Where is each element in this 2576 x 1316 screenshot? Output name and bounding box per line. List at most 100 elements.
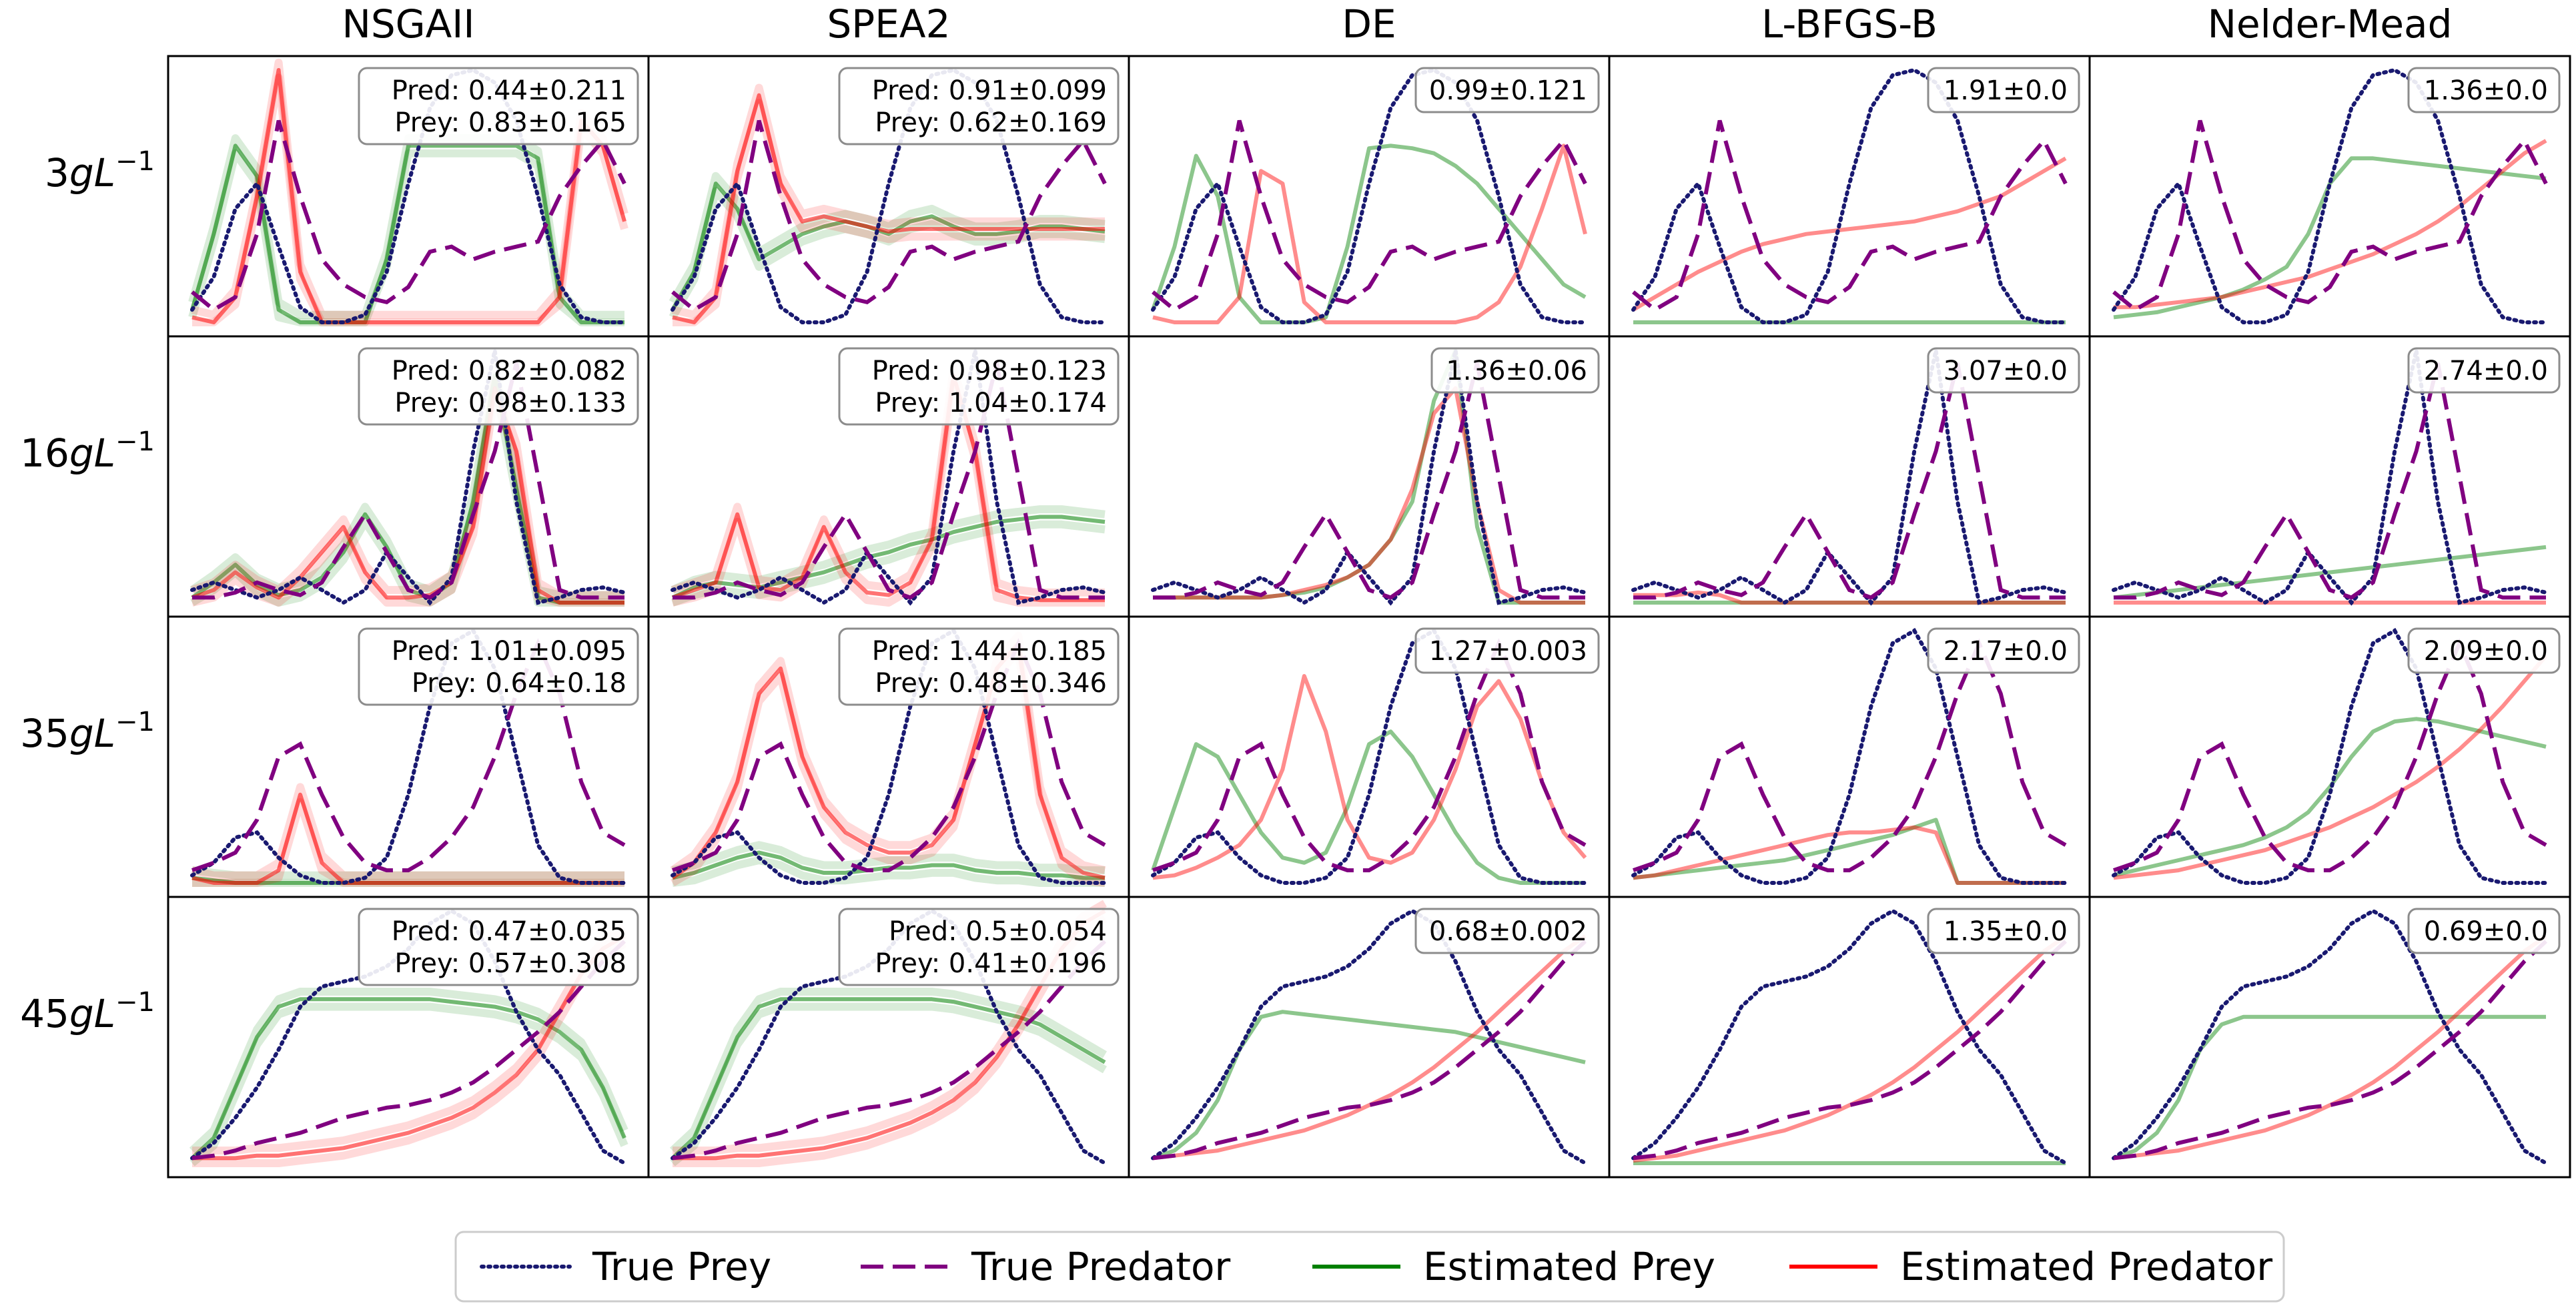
true-prey-line: [190, 350, 626, 606]
row-label-symbol: g: [69, 430, 94, 476]
true-prey-line: [671, 627, 1107, 885]
annotation-text: Prey: 0.48±0.346: [875, 668, 1107, 699]
column-title: NSGAII: [342, 1, 474, 47]
estimated-predator-line: [192, 934, 626, 1161]
annotation-box: [1927, 908, 2080, 954]
annotation-text: 1.91±0.0: [1944, 75, 2068, 106]
estimated-prey-line-ensemble: [670, 1002, 1108, 1167]
annotation-text: Prey: 0.83±0.165: [394, 107, 626, 138]
annotation-text: 3.07±0.0: [1944, 356, 2068, 386]
row-label-exponent: −1: [115, 707, 155, 737]
estimated-predator-line: [673, 909, 1106, 1161]
panel: [2112, 627, 2548, 885]
estimated-predator-line: [672, 93, 1105, 324]
annotation-text: Prey: 1.04±0.174: [875, 388, 1107, 418]
row-label-symbol: g: [69, 991, 94, 1036]
estimated-prey-line-ensemble: [669, 988, 1108, 1154]
annotation-box: [358, 908, 639, 986]
estimated-prey-line: [1633, 817, 2066, 885]
annotation-text: 2.09±0.0: [2424, 636, 2548, 667]
annotation-text: Prey: 0.57±0.308: [394, 948, 626, 979]
estimated-prey-line: [1151, 143, 1587, 324]
true-predator-line: [1633, 638, 2067, 873]
true-predator-line: [1152, 940, 1587, 1161]
true-prey-line: [1151, 627, 1587, 885]
estimated-predator-line: [2113, 654, 2548, 880]
true-predator-line: [1152, 638, 1587, 873]
annotation-text: Prey: 0.41±0.196: [875, 948, 1107, 979]
estimated-predator-line-ensemble: [671, 379, 1105, 607]
annotation-box: [1927, 627, 2080, 674]
true-prey-line: [1151, 908, 1587, 1165]
row-label-value: 35: [20, 711, 69, 756]
true-predator-line: [192, 362, 624, 600]
panel: [1151, 67, 1587, 324]
annotation-box: [1927, 347, 2080, 394]
estimated-prey-line: [1152, 1010, 1586, 1161]
estimated-predator-line: [1152, 143, 1587, 324]
row-label-exponent: −1: [115, 987, 155, 1018]
estimated-predator-line: [1632, 156, 2067, 312]
estimated-prey-line: [1153, 348, 1585, 605]
true-prey-line: [2112, 350, 2548, 606]
estimated-predator-line-ensemble: [191, 392, 624, 607]
true-predator-line: [1152, 119, 1587, 312]
annotation-box: [1927, 67, 2080, 113]
estimated-predator-line: [191, 792, 624, 885]
true-predator-line: [1632, 119, 2068, 312]
estimated-prey-line: [671, 997, 1106, 1160]
row-label-exponent: −1: [115, 426, 155, 457]
panel: [670, 627, 1107, 887]
annotation-box: [838, 908, 1120, 986]
estimated-prey-line: [2113, 156, 2547, 320]
annotation-box: [838, 67, 1120, 145]
panel: [1631, 627, 2068, 885]
annotation-box: [358, 627, 639, 706]
column-title: DE: [1342, 1, 1396, 47]
row-label-symbol: g: [69, 711, 94, 756]
estimated-predator-line-ensemble: [191, 783, 624, 880]
true-prey-line: [2112, 908, 2548, 1165]
estimated-prey-line-ensemble: [671, 520, 1106, 607]
estimated-prey-line-ensemble: [669, 172, 1106, 304]
annotation-box: [838, 347, 1120, 426]
true-predator-line: [191, 940, 626, 1161]
estimated-prey-line-ensemble: [672, 856, 1105, 887]
estimated-predator-line: [1633, 590, 2066, 605]
panel: [188, 58, 628, 326]
annotation-box: [2407, 347, 2561, 394]
estimated-predator-line: [1152, 674, 1587, 880]
estimated-predator-line: [2114, 139, 2547, 310]
estimated-predator-line: [1152, 934, 1587, 1161]
true-predator-line: [2114, 362, 2546, 600]
row-label-unit: L: [94, 991, 115, 1036]
true-prey-line: [2112, 627, 2548, 885]
annotation-box: [358, 67, 639, 145]
annotation-text: Prey: 0.98±0.133: [394, 388, 626, 418]
annotation-text: Pred: 0.47±0.035: [392, 916, 626, 947]
estimated-prey-line-ensemble: [191, 866, 624, 880]
true-prey-line: [1631, 350, 2068, 606]
estimated-predator-line-ensemble: [192, 940, 627, 1167]
panel: [1631, 67, 2068, 324]
annotation-text: Pred: 1.01±0.095: [392, 636, 626, 667]
estimated-prey-line-ensemble: [671, 505, 1106, 594]
true-predator-line: [2112, 119, 2548, 312]
annotation-text: 1.36±0.0: [2424, 75, 2548, 106]
annotation-text: Prey: 0.62±0.169: [875, 107, 1107, 138]
estimated-prey-line-ensemble: [189, 1002, 628, 1167]
panel: [669, 67, 1107, 326]
estimated-predator-line-ensemble: [673, 915, 1108, 1167]
panel: [2112, 67, 2548, 324]
annotation-box: [1430, 347, 1600, 394]
annotation-box: [1414, 908, 1600, 954]
column-titles: NSGAII SPEA2 DE L-BFGS-B Nelder-Mead: [342, 1, 2452, 47]
true-predator-line: [2113, 638, 2547, 873]
panel: [189, 350, 626, 607]
annotation-text: 0.68±0.002: [1429, 916, 1587, 947]
true-predator-line: [2113, 940, 2548, 1161]
panel: [1631, 350, 2068, 606]
legend-label: Estimated Prey: [1423, 1244, 1715, 1289]
annotation-text: 2.17±0.0: [1944, 636, 2068, 667]
